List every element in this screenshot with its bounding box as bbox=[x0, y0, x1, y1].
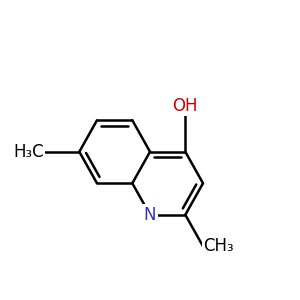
Text: CH₃: CH₃ bbox=[203, 237, 234, 255]
Text: N: N bbox=[144, 206, 156, 224]
Text: OH: OH bbox=[172, 97, 198, 115]
Text: H₃C: H₃C bbox=[14, 143, 44, 161]
